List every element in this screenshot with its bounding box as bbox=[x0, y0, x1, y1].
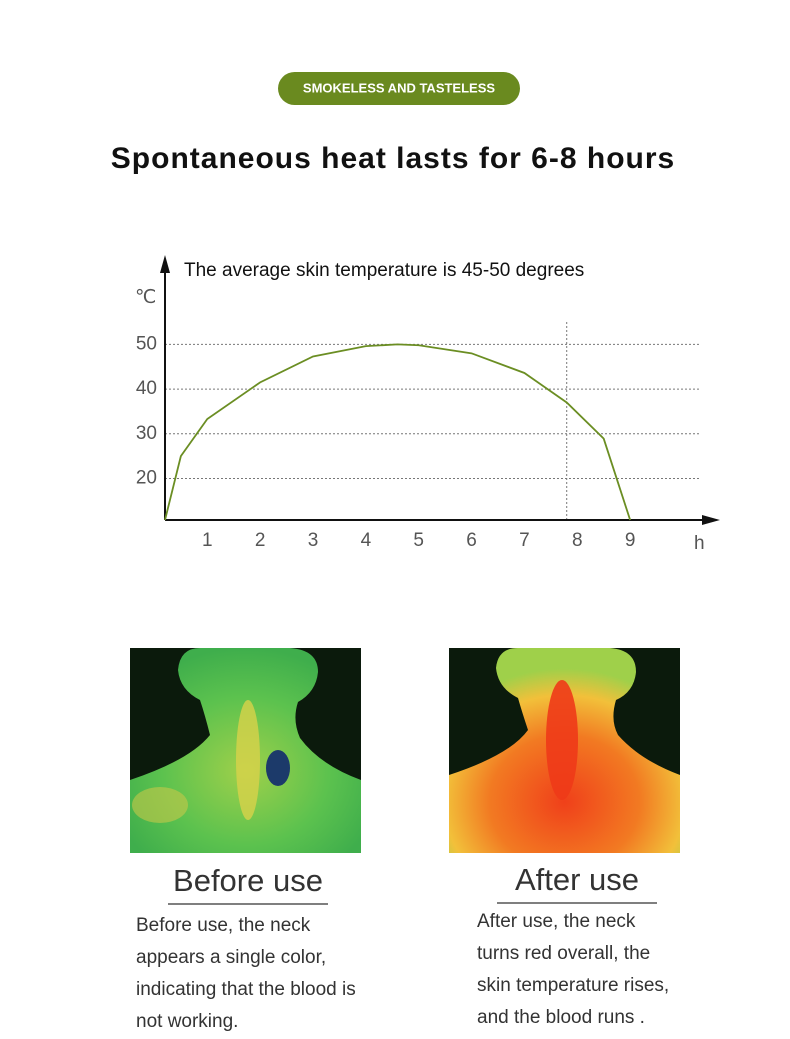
x-tick-label: 4 bbox=[361, 530, 372, 551]
x-tick-label: 9 bbox=[625, 530, 636, 551]
panel-heading: After use bbox=[515, 862, 639, 897]
panel-text: turns red overall, the bbox=[477, 943, 650, 964]
y-axis-arrow bbox=[160, 255, 170, 273]
y-tick-label: 20 bbox=[136, 467, 157, 488]
title: Spontaneous heat lasts for 6-8 hours bbox=[111, 142, 675, 175]
panel-text: appears a single color, bbox=[136, 947, 326, 968]
panel-text: and the blood runs . bbox=[477, 1007, 645, 1028]
x-tick-label: 2 bbox=[255, 530, 266, 551]
y-tick-label: 40 bbox=[136, 378, 157, 399]
thermal-after bbox=[449, 648, 680, 853]
thermal-before bbox=[130, 648, 361, 853]
badge-text: SMOKELESS AND TASTELESS bbox=[303, 80, 495, 95]
panel-text: indicating that the blood is bbox=[136, 979, 356, 1000]
panel-text: not working. bbox=[136, 1011, 238, 1032]
annotation: The average skin temperature is 45-50 de… bbox=[184, 260, 584, 281]
y-tick-label: 50 bbox=[136, 333, 157, 354]
x-tick-label: 7 bbox=[519, 530, 530, 551]
panel-text: Before use, the neck bbox=[136, 915, 311, 936]
curve bbox=[164, 343, 631, 521]
y-axis-label: ℃ bbox=[135, 287, 156, 308]
x-axis-label: h bbox=[694, 533, 705, 554]
x-tick-label: 1 bbox=[202, 530, 213, 551]
x-tick-label: 3 bbox=[308, 530, 319, 551]
panel-text: skin temperature rises, bbox=[477, 975, 669, 996]
x-tick-label: 5 bbox=[413, 530, 424, 551]
x-axis-arrow bbox=[702, 515, 720, 525]
x-tick-label: 6 bbox=[466, 530, 477, 551]
badge bbox=[278, 72, 520, 105]
x-tick-label: 8 bbox=[572, 530, 583, 551]
panel-text: After use, the neck bbox=[477, 911, 636, 932]
y-tick-label: 30 bbox=[136, 423, 157, 444]
panel-heading: Before use bbox=[173, 863, 323, 898]
